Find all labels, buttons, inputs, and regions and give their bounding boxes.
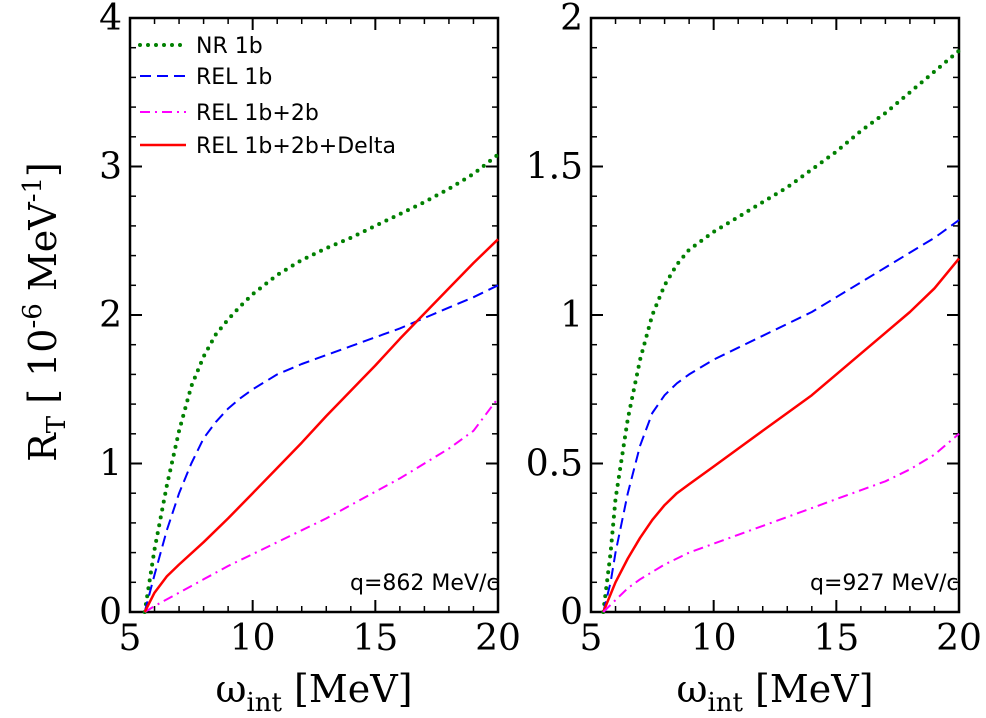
left-series-rel-1b-2b (144, 397, 499, 613)
right-ticks: 5 10 15 20 0 0.5 1 1.5 2 (526, 0, 982, 659)
right-y-tick-label: 0.5 (526, 444, 583, 485)
right-series-rel-1b (602, 219, 960, 613)
left-y-axis-label: RT [ 10-6 MeV-1] (18, 162, 72, 462)
right-x-axis-label: ωint [MeV] (676, 667, 873, 718)
left-series-nr-1b (142, 152, 500, 614)
left-x-tick-label: 5 (119, 618, 142, 659)
right-y-tick-label: 1 (560, 295, 583, 336)
left-y-tick-label: 3 (99, 147, 122, 188)
left-ticks: 5 10 15 20 0 1 2 3 4 (99, 0, 521, 659)
left-y-tick-label: 4 (99, 0, 122, 39)
right-x-tick-label: 15 (813, 618, 859, 659)
left-y-tick-label: 1 (99, 444, 122, 485)
right-y-tick-label: 2 (560, 0, 583, 39)
right-series (601, 48, 961, 614)
left-y-tick-label: 2 (99, 295, 122, 336)
legend-label-rel-1b-2b-delta: REL 1b+2b+Delta (196, 134, 396, 159)
legend-label-rel-1b-2b: REL 1b+2b (196, 101, 319, 126)
right-x-tick-label: 10 (691, 618, 737, 659)
left-x-tick-label: 20 (475, 618, 521, 659)
right-panel: 5 10 15 20 0 0.5 1 1.5 2 q=927 MeV/c ωint [MeV] (526, 0, 982, 718)
legend-label-rel-1b: REL 1b (196, 65, 272, 90)
left-series-rel-1b-2b-delta (143, 238, 499, 613)
legend: NR 1b REL 1b REL 1b+2b REL 1b+2b+Delta (138, 34, 396, 159)
left-annotation: q=862 MeV/c (350, 571, 498, 596)
right-series-nr-1b (601, 48, 961, 614)
right-series-rel-1b-2b (602, 433, 960, 613)
left-y-tick-label: 0 (99, 592, 122, 633)
right-x-tick-label: 20 (936, 618, 982, 659)
right-y-tick-label: 1.5 (526, 147, 583, 188)
right-plot-frame (589, 16, 961, 614)
left-series (142, 152, 500, 614)
left-x-tick-label: 15 (352, 618, 398, 659)
left-x-axis-label: ωint [MeV] (215, 667, 412, 718)
right-series-rel-1b-2b-delta (602, 257, 960, 613)
right-x-tick-label: 5 (580, 618, 603, 659)
left-series-rel-1b (143, 284, 499, 613)
legend-label-nr-1b: NR 1b (196, 34, 263, 59)
right-y-tick-label: 0 (560, 592, 583, 633)
left-panel: 5 10 15 20 0 1 2 3 4 NR 1b REL 1b REL 1b+2b REL … (18, 0, 521, 718)
right-annotation: q=927 MeV/c (810, 571, 958, 596)
left-x-tick-label: 10 (230, 618, 276, 659)
